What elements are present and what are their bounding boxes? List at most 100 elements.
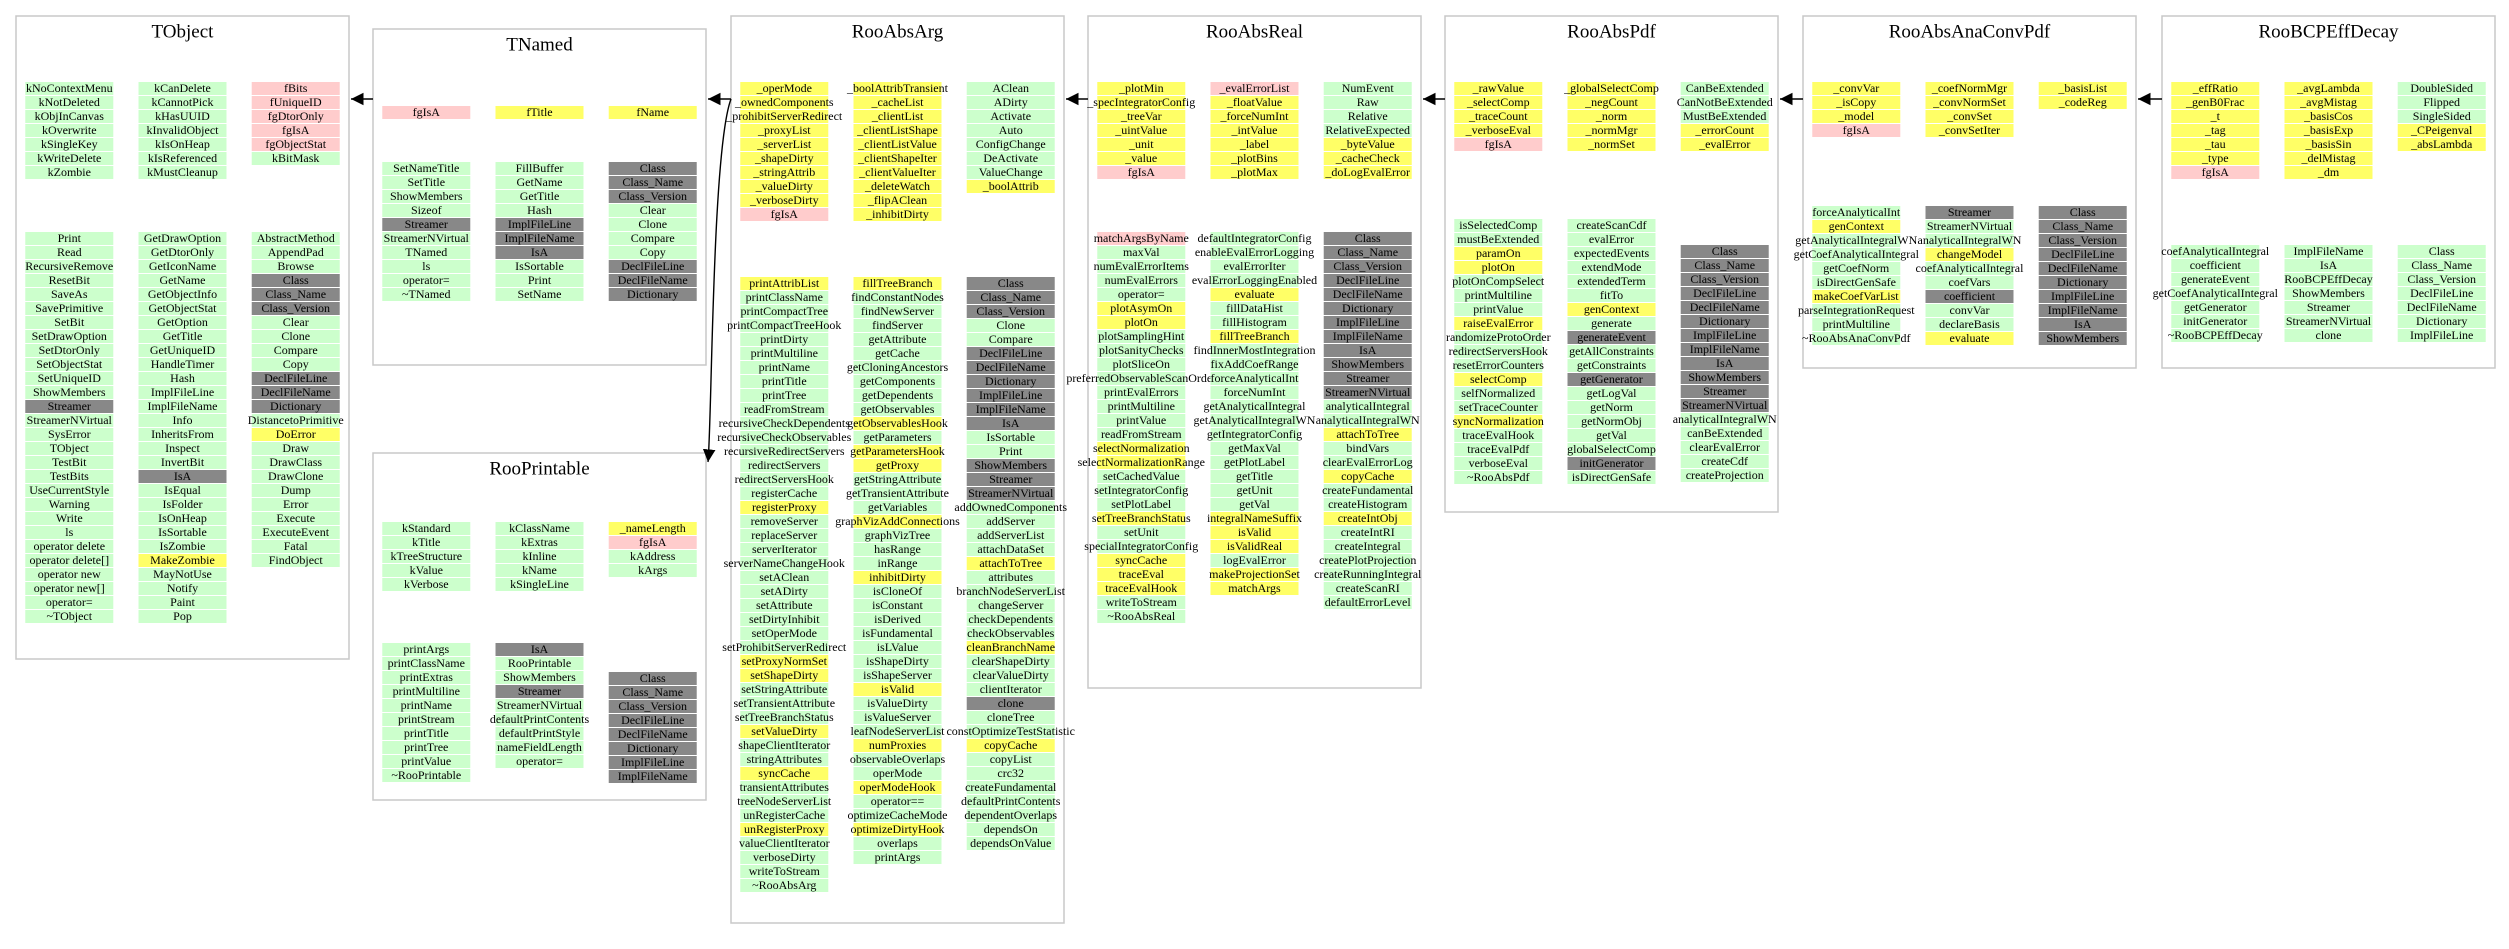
member: createIntRI xyxy=(1341,525,1395,539)
member-bg xyxy=(853,697,942,710)
member-bg xyxy=(495,536,584,549)
member-bg xyxy=(608,728,697,741)
member: kClassName xyxy=(509,521,570,535)
member: DeclFileName xyxy=(2407,300,2477,314)
member: serverIterator xyxy=(752,542,817,556)
member-bg xyxy=(853,753,942,766)
member: _codeReg xyxy=(2058,95,2107,109)
member-bg xyxy=(740,767,829,780)
member: getPlotLabel xyxy=(1224,455,1286,469)
member-bg xyxy=(1567,317,1656,330)
member-bg xyxy=(1454,359,1543,372)
member: getTitle xyxy=(1236,469,1273,483)
member-bg xyxy=(740,445,829,458)
member: getNorm xyxy=(1590,400,1633,414)
member: SetName xyxy=(518,287,562,301)
member-bg xyxy=(853,585,942,598)
member-bg xyxy=(608,686,697,699)
member-bg xyxy=(966,459,1055,472)
member: Flipped xyxy=(2423,95,2460,109)
member: traceEvalHook xyxy=(1462,428,1534,442)
member-bg xyxy=(966,445,1055,458)
member-bg xyxy=(251,274,340,287)
member: _basisExp xyxy=(2303,123,2353,137)
member-bg xyxy=(495,713,584,726)
member-bg xyxy=(25,316,114,329)
member-bg xyxy=(138,110,227,123)
member: Dump xyxy=(281,483,311,497)
member-bg xyxy=(608,162,697,175)
member-bg xyxy=(1097,512,1186,525)
member: _type xyxy=(2201,151,2229,165)
member: defaultErrorLevel xyxy=(1325,595,1412,609)
member-bg xyxy=(1925,318,2014,331)
member-bg xyxy=(138,512,227,525)
member: _ownedComponents xyxy=(734,95,834,109)
member: getProxy xyxy=(876,458,919,472)
member: coefVars xyxy=(1949,275,1991,289)
member: fTitle xyxy=(526,105,552,119)
member: createCdf xyxy=(1701,454,1748,468)
member-bg xyxy=(853,110,942,123)
member-bg xyxy=(2284,138,2373,151)
member-bg xyxy=(1812,220,1901,233)
member-bg xyxy=(1097,400,1186,413)
member-bg xyxy=(966,655,1055,668)
member: replaceServer xyxy=(751,528,817,542)
member: SetDrawOption xyxy=(32,329,107,343)
member-bg xyxy=(1454,331,1543,344)
member: operator= xyxy=(1118,287,1165,301)
member-bg xyxy=(1097,274,1186,287)
member: transientAttributes xyxy=(740,780,830,794)
member-bg xyxy=(2284,287,2373,300)
member: _norm xyxy=(1595,109,1628,123)
member-bg xyxy=(138,274,227,287)
member-bg xyxy=(966,319,1055,332)
member: getAnalyticalIntegral xyxy=(1204,399,1307,413)
member: valueClientIterator xyxy=(739,836,830,850)
member: enableEvalErrorLogging xyxy=(1195,245,1314,259)
member-bg xyxy=(853,389,942,402)
member: numProxies xyxy=(869,738,927,752)
member-bg xyxy=(853,305,942,318)
member: setProxyNormSet xyxy=(742,654,828,668)
member-bg xyxy=(1925,248,2014,261)
member: printMultiline xyxy=(751,346,818,360)
member: _inhibitDirty xyxy=(865,207,929,221)
member-bg xyxy=(25,526,114,539)
member-bg xyxy=(382,190,471,203)
member: coefAnalyticalIntegral xyxy=(2161,244,2270,258)
member-bg xyxy=(740,333,829,346)
member-bg xyxy=(608,536,697,549)
member-bg xyxy=(853,683,942,696)
member: generate xyxy=(1591,316,1632,330)
member-bg xyxy=(853,711,942,724)
member-bg xyxy=(853,641,942,654)
member: declareBasis xyxy=(1939,317,2000,331)
member: _proxyList xyxy=(757,123,811,137)
member: optimizeDirtyHook xyxy=(851,822,945,836)
member: _negCount xyxy=(1584,95,1638,109)
member: readFromStream xyxy=(1101,427,1182,441)
member-bg xyxy=(138,302,227,315)
member: Class_Version xyxy=(618,189,687,203)
member: copyList xyxy=(990,752,1033,766)
member-bg xyxy=(25,414,114,427)
member-bg xyxy=(1323,274,1412,287)
member: kNoContextMenu xyxy=(26,81,113,95)
member: attachToTree xyxy=(1336,427,1399,441)
member: setShapeDirty xyxy=(750,668,818,682)
member: hasRange xyxy=(874,542,921,556)
member: Dictionary xyxy=(1342,301,1393,315)
member: Class_Version xyxy=(976,304,1045,318)
member: _plotBins xyxy=(1230,151,1278,165)
member: kIsReferenced xyxy=(148,151,217,165)
member: redirectServers xyxy=(748,458,821,472)
member: kExtras xyxy=(521,535,558,549)
member: paramOn xyxy=(1476,246,1521,260)
member-bg xyxy=(1097,330,1186,343)
member: writeToStream xyxy=(749,864,821,878)
member-bg xyxy=(1210,456,1299,469)
member: setStringAttribute xyxy=(741,682,827,696)
member-bg xyxy=(25,400,114,413)
